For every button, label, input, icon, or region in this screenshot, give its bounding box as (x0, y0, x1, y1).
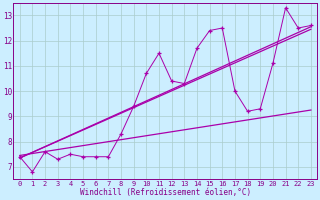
X-axis label: Windchill (Refroidissement éolien,°C): Windchill (Refroidissement éolien,°C) (80, 188, 251, 197)
